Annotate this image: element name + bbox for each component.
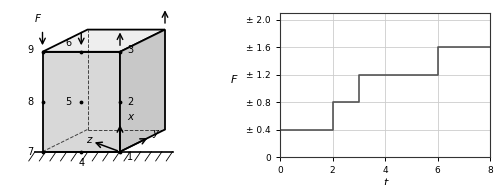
Polygon shape (120, 30, 165, 152)
Text: 6: 6 (66, 38, 72, 48)
Text: 8: 8 (27, 97, 33, 107)
Text: 7: 7 (27, 147, 33, 157)
Text: 1: 1 (127, 152, 133, 162)
Polygon shape (42, 30, 165, 52)
Y-axis label: F: F (230, 75, 237, 85)
X-axis label: t: t (383, 178, 387, 185)
Text: 4: 4 (78, 158, 84, 168)
Text: F: F (164, 0, 170, 2)
Text: z: z (86, 135, 92, 145)
Text: 2: 2 (127, 97, 133, 107)
Text: x: x (128, 112, 134, 122)
Text: 3: 3 (127, 45, 133, 55)
Text: 9: 9 (27, 45, 33, 55)
Text: y: y (152, 128, 158, 138)
Polygon shape (42, 52, 120, 152)
Text: F: F (34, 14, 40, 24)
Text: 5: 5 (66, 97, 72, 107)
